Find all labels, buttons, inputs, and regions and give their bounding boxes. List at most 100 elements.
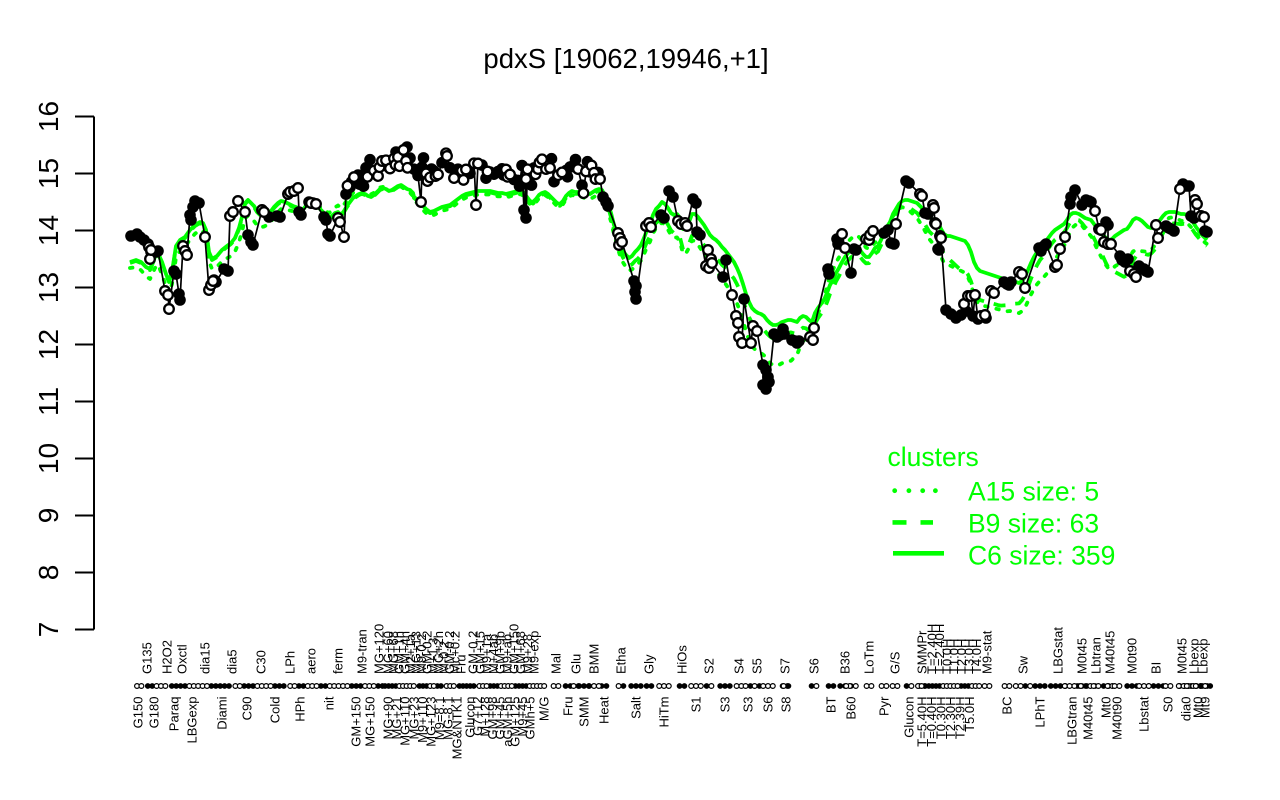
svg-text:GM-0.2: GM-0.2	[466, 631, 481, 674]
svg-text:GM-0.2: GM-0.2	[420, 631, 435, 674]
svg-text:B36: B36	[838, 651, 853, 674]
svg-text:MG+21: MG+21	[389, 697, 404, 740]
svg-text:T=2.40H: T=2.40H	[925, 624, 940, 674]
svg-text:MG+90: MG+90	[381, 697, 396, 740]
svg-text:LPh: LPh	[283, 651, 298, 674]
svg-text:Glucon: Glucon	[463, 697, 478, 738]
svg-text:11: 11	[33, 387, 64, 416]
svg-text:MG&NTK1: MG&NTK1	[449, 697, 464, 760]
svg-text:T=5.40H: T=5.40H	[915, 697, 930, 747]
svg-text:G150: G150	[131, 697, 146, 729]
svg-text:M/G: M/G	[537, 697, 552, 722]
svg-text:BT: BT	[824, 696, 839, 713]
svg-text:Mt9: Mt9	[1198, 697, 1213, 719]
svg-text:T0.0H: T0.0H	[939, 639, 954, 674]
svg-text:T=0.40H: T=0.40H	[924, 697, 939, 747]
svg-text:B60: B60	[844, 697, 859, 720]
svg-text:S3: S3	[741, 697, 756, 713]
svg-text:M2+1a: M2+1a	[403, 633, 418, 674]
svg-text:M0t45: M0t45	[1175, 638, 1190, 674]
svg-text:M9-tran: M9-tran	[355, 629, 370, 674]
svg-text:S8: S8	[779, 697, 794, 713]
svg-text:16: 16	[33, 101, 64, 132]
svg-text:MG-8.1: MG-8.1	[441, 697, 456, 740]
svg-text:T5.0H: T5.0H	[962, 697, 977, 732]
svg-text:nit: nit	[322, 696, 337, 710]
svg-text:GM+150: GM+150	[349, 697, 364, 747]
svg-text:BC: BC	[1000, 697, 1015, 715]
svg-text:C90: C90	[240, 697, 255, 721]
svg-text:GM+125: GM+125	[508, 697, 523, 747]
svg-text:A15 size: 5: A15 size: 5	[968, 477, 1099, 507]
svg-text:pdxS [19062,19946,+1]: pdxS [19062,19946,+1]	[483, 43, 768, 74]
svg-text:8: 8	[33, 565, 64, 581]
svg-text:GMh+5: GMh+5	[523, 697, 538, 740]
svg-text:M9+ab: M9+ab	[500, 634, 515, 674]
svg-text:S6: S6	[761, 697, 776, 713]
svg-text:Lbexp: Lbexp	[1187, 639, 1202, 674]
svg-text:GM+150: GM+150	[506, 624, 521, 674]
svg-text:MG+123: MG+123	[424, 697, 439, 747]
svg-text:GM-0.2: GM-0.2	[442, 631, 457, 674]
svg-text:MG+60: MG+60	[381, 631, 396, 674]
svg-text:Pyr: Pyr	[877, 696, 892, 716]
svg-text:GM+98: GM+98	[485, 697, 500, 740]
svg-text:C6 size: 359: C6 size: 359	[968, 541, 1115, 571]
svg-text:Heat: Heat	[597, 696, 612, 724]
svg-text:M-0.2: M-0.2	[437, 641, 452, 674]
svg-text:HiOs: HiOs	[675, 645, 690, 674]
svg-text:GM+15: GM+15	[472, 631, 487, 674]
svg-text:Mt0: Mt0	[1191, 697, 1206, 719]
svg-text:M9-stat: M9-stat	[980, 630, 995, 674]
svg-text:T4.0H: T4.0H	[969, 639, 984, 674]
svg-text:Mal: Mal	[549, 653, 564, 674]
svg-text:M40t45: M40t45	[1081, 697, 1096, 740]
svg-text:M9-0.2: M9-0.2	[414, 634, 429, 674]
svg-text:LPhT: LPhT	[1033, 696, 1048, 727]
svg-text:T3.0H: T3.0H	[962, 639, 977, 674]
svg-text:ferm: ferm	[331, 648, 346, 674]
svg-text:M0t90: M0t90	[1125, 638, 1140, 674]
svg-text:Lbexp: Lbexp	[1196, 639, 1211, 674]
svg-text:Paraq: Paraq	[167, 697, 182, 732]
svg-text:H2O2: H2O2	[160, 640, 175, 674]
svg-text:GM+45: GM+45	[493, 697, 508, 740]
svg-text:M40t45: M40t45	[1103, 631, 1118, 674]
svg-text:M+4ab: M+4ab	[486, 634, 501, 674]
svg-text:GM+68: GM+68	[513, 631, 528, 674]
svg-text:B9 size: 63: B9 size: 63	[968, 509, 1099, 539]
svg-text:G180: G180	[147, 697, 162, 729]
svg-text:MG+150: MG+150	[363, 697, 378, 747]
svg-text:BI: BI	[1149, 662, 1164, 674]
svg-text:14: 14	[33, 215, 64, 246]
svg-text:M9+110: M9+110	[415, 697, 430, 743]
svg-text:M9+45: M9+45	[515, 697, 530, 737]
svg-text:LBGtran: LBGtran	[1065, 697, 1080, 745]
svg-text:M9-exp: M9-exp	[527, 631, 542, 674]
svg-text:G135: G135	[140, 642, 155, 674]
svg-text:aero: aero	[304, 648, 319, 674]
svg-text:S2: S2	[702, 658, 717, 674]
svg-text:M40t90: M40t90	[1110, 697, 1125, 740]
svg-text:7: 7	[33, 622, 64, 638]
svg-text:MG+120: MG+120	[372, 624, 387, 674]
svg-text:T2.39H: T2.39H	[953, 697, 968, 740]
svg-text:10: 10	[33, 443, 64, 474]
svg-text:HiTm: HiTm	[657, 697, 672, 728]
svg-text:Lbtran: Lbtran	[1089, 637, 1104, 674]
svg-text:Sw: Sw	[1016, 655, 1031, 674]
svg-text:Cold: Cold	[268, 697, 283, 724]
svg-text:dia15: dia15	[198, 642, 213, 674]
svg-text:Glucon: Glucon	[902, 697, 917, 738]
svg-text:T1.0H: T1.0H	[947, 639, 962, 674]
svg-text:dia0: dia0	[1179, 697, 1194, 722]
svg-text:Etha: Etha	[614, 646, 629, 674]
svg-text:15: 15	[33, 158, 64, 189]
svg-text:S0: S0	[1161, 697, 1176, 713]
svg-text:MG+110: MG+110	[398, 697, 413, 746]
svg-text:HPh: HPh	[293, 697, 308, 722]
svg-text:M9+28: M9+28	[520, 634, 535, 674]
svg-text:Glu: Glu	[569, 654, 584, 674]
svg-text:MG+2h: MG+2h	[431, 631, 446, 674]
svg-text:S4: S4	[732, 658, 747, 674]
